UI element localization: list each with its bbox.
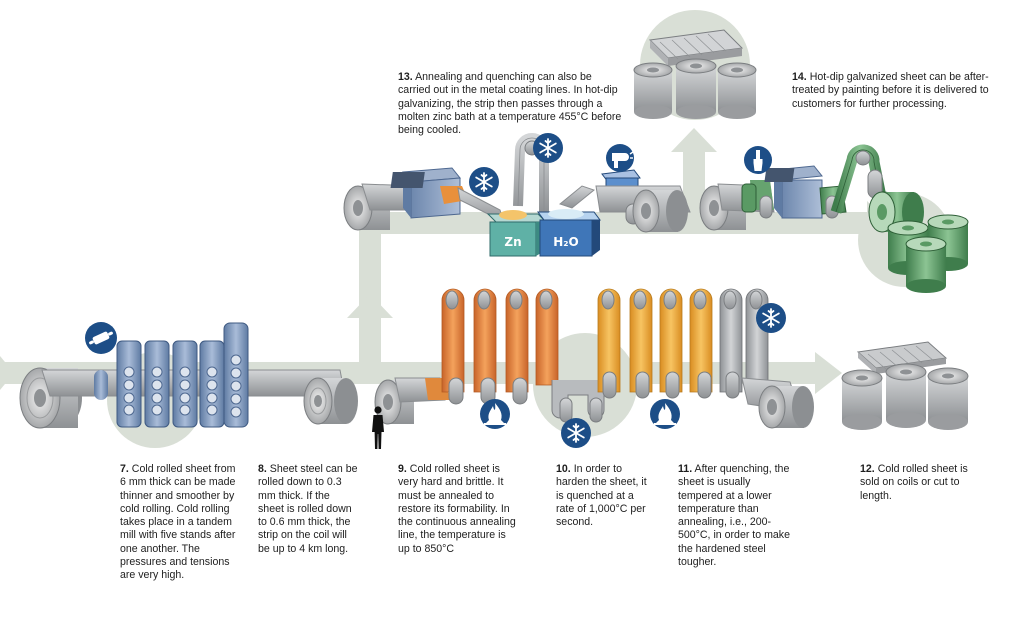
step-12-caption: 12. Cold rolled sheet is sold on coils o… bbox=[860, 463, 975, 503]
step-9-caption: 9. Cold rolled sheet is very hard and br… bbox=[398, 463, 516, 556]
step-14-caption: 14. Hot-dip galvanized sheet can be afte… bbox=[792, 71, 1002, 111]
painting-line bbox=[699, 144, 969, 293]
zinc-tank-label: Zn bbox=[504, 235, 521, 249]
step-11-caption: 11. After quenching, the sheet is usuall… bbox=[678, 463, 796, 569]
step-text: Hot-dip galvanized sheet can be after-tr… bbox=[792, 71, 989, 110]
step-8-caption: 8. Sheet steel can be rolled down to 0.3… bbox=[258, 463, 358, 556]
cold-rolled-products bbox=[841, 341, 969, 430]
step-text: Annealing and quenching can also be carr… bbox=[398, 71, 622, 137]
step-number: 9. bbox=[398, 463, 407, 475]
continuous-annealing-line bbox=[374, 288, 814, 449]
step-text: Sheet steel can be rolled down to 0.3 mm… bbox=[258, 463, 358, 555]
step-number: 7. bbox=[120, 463, 129, 475]
step-number: 10. bbox=[556, 463, 571, 475]
step-text: After quenching, the sheet is usually te… bbox=[678, 463, 790, 569]
rolling-pin-icon bbox=[85, 322, 117, 354]
step-number: 12. bbox=[860, 463, 875, 475]
step-13-caption: 13. Annealing and quenching can also be … bbox=[398, 71, 623, 137]
galvanizing-line: Zn H₂O bbox=[343, 132, 691, 257]
step-number: 11. bbox=[678, 463, 693, 475]
hair-dryer-icon bbox=[606, 144, 634, 172]
step-10-caption: 10. In order to harden the sheet, it is … bbox=[556, 463, 648, 529]
flow-arrow-icon bbox=[815, 352, 842, 394]
galvanized-products bbox=[633, 29, 757, 119]
step-number: 13. bbox=[398, 71, 413, 83]
water-tank-label: H₂O bbox=[553, 235, 579, 249]
step-text: In order to harden the sheet, it is quen… bbox=[556, 463, 647, 529]
step-7-caption: 7. Cold rolled sheet from 6 mm thick can… bbox=[120, 463, 238, 583]
person-silhouette-icon bbox=[372, 406, 384, 449]
step-text: Cold rolled sheet is very hard and britt… bbox=[398, 463, 516, 555]
flow-arrow-icon bbox=[671, 128, 717, 152]
step-text: Cold rolled sheet is sold on coils or cu… bbox=[860, 463, 968, 502]
paint-brush-icon bbox=[744, 146, 772, 174]
step-text: Cold rolled sheet from 6 mm thick can be… bbox=[120, 463, 236, 582]
flow-arrow-icon bbox=[347, 294, 393, 318]
step-number: 14. bbox=[792, 71, 807, 83]
tandem-mill bbox=[19, 322, 358, 429]
step-number: 8. bbox=[258, 463, 267, 475]
